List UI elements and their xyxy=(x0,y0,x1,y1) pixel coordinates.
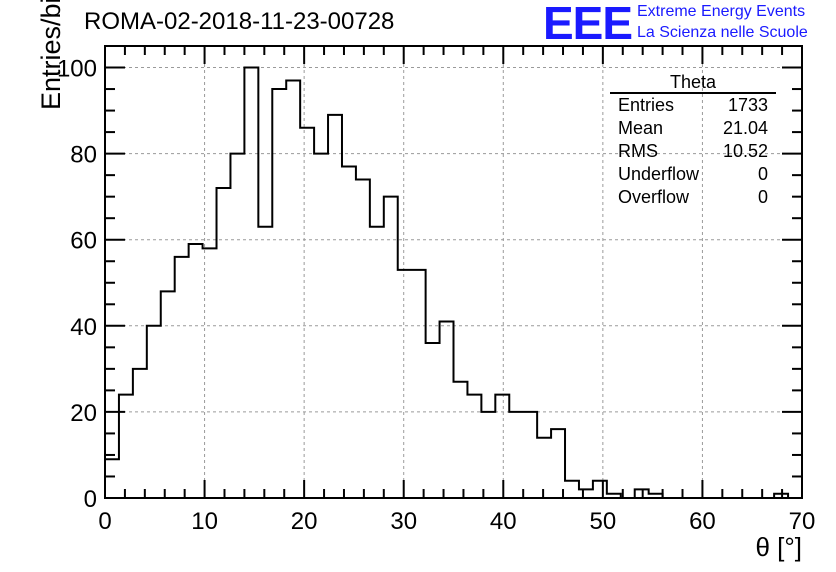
x-tick-label: 10 xyxy=(191,508,218,535)
stats-box: Theta Entries 1733 Mean 21.04 RMS 10.52 … xyxy=(610,72,776,209)
stats-row-overflow: Overflow 0 xyxy=(610,186,776,209)
stats-title: Theta xyxy=(610,72,776,94)
chart-title: ROMA-02-2018-11-23-00728 xyxy=(84,8,395,35)
y-tick-label: 60 xyxy=(70,228,97,255)
histogram-line xyxy=(104,66,802,499)
x-tick-label: 20 xyxy=(291,508,318,535)
stats-label: Overflow xyxy=(618,187,690,207)
x-tick-label: 60 xyxy=(689,508,716,535)
stats-label: RMS xyxy=(618,141,658,161)
stats-row-underflow: Underflow 0 xyxy=(610,163,776,186)
brand-line-2: La Scienza nelle Scuole xyxy=(637,24,808,41)
stats-value: 0 xyxy=(757,164,768,184)
x-tick-labels: 0 10 20 30 40 50 60 70 xyxy=(98,508,815,535)
stats-value: 21.04 xyxy=(722,118,768,138)
x-tick-label: 0 xyxy=(98,508,111,535)
stats-label: Mean xyxy=(618,118,664,138)
y-tick-label: 40 xyxy=(70,314,97,341)
stats-row-rms: RMS 10.52 xyxy=(610,140,776,163)
y-tick-label: 80 xyxy=(70,142,97,169)
y-axis-label: Entries/bin xyxy=(36,0,66,110)
y-tick-label: 0 xyxy=(84,486,97,513)
x-tick-label: 70 xyxy=(789,508,816,535)
y-tick-label: 100 xyxy=(57,56,97,83)
stats-label: Underflow xyxy=(618,164,700,184)
x-tick-label: 50 xyxy=(590,508,617,535)
y-tick-label: 20 xyxy=(70,400,97,427)
stats-value: 10.52 xyxy=(722,141,768,161)
stats-row-mean: Mean 21.04 xyxy=(610,117,776,140)
stats-value: 1733 xyxy=(727,95,768,115)
eee-logo: EEE xyxy=(543,0,633,49)
stats-row-entries: Entries 1733 xyxy=(610,94,776,117)
y-tick-labels: 0 20 40 60 80 100 xyxy=(57,56,97,513)
x-tick-label: 30 xyxy=(390,508,417,535)
x-axis-label: θ [°] xyxy=(755,532,802,562)
stats-value: 0 xyxy=(757,187,768,207)
brand-line-1: Extreme Energy Events xyxy=(637,3,806,20)
stats-label: Entries xyxy=(618,95,675,115)
plot-frame xyxy=(104,45,803,499)
x-tick-label: 40 xyxy=(490,508,517,535)
